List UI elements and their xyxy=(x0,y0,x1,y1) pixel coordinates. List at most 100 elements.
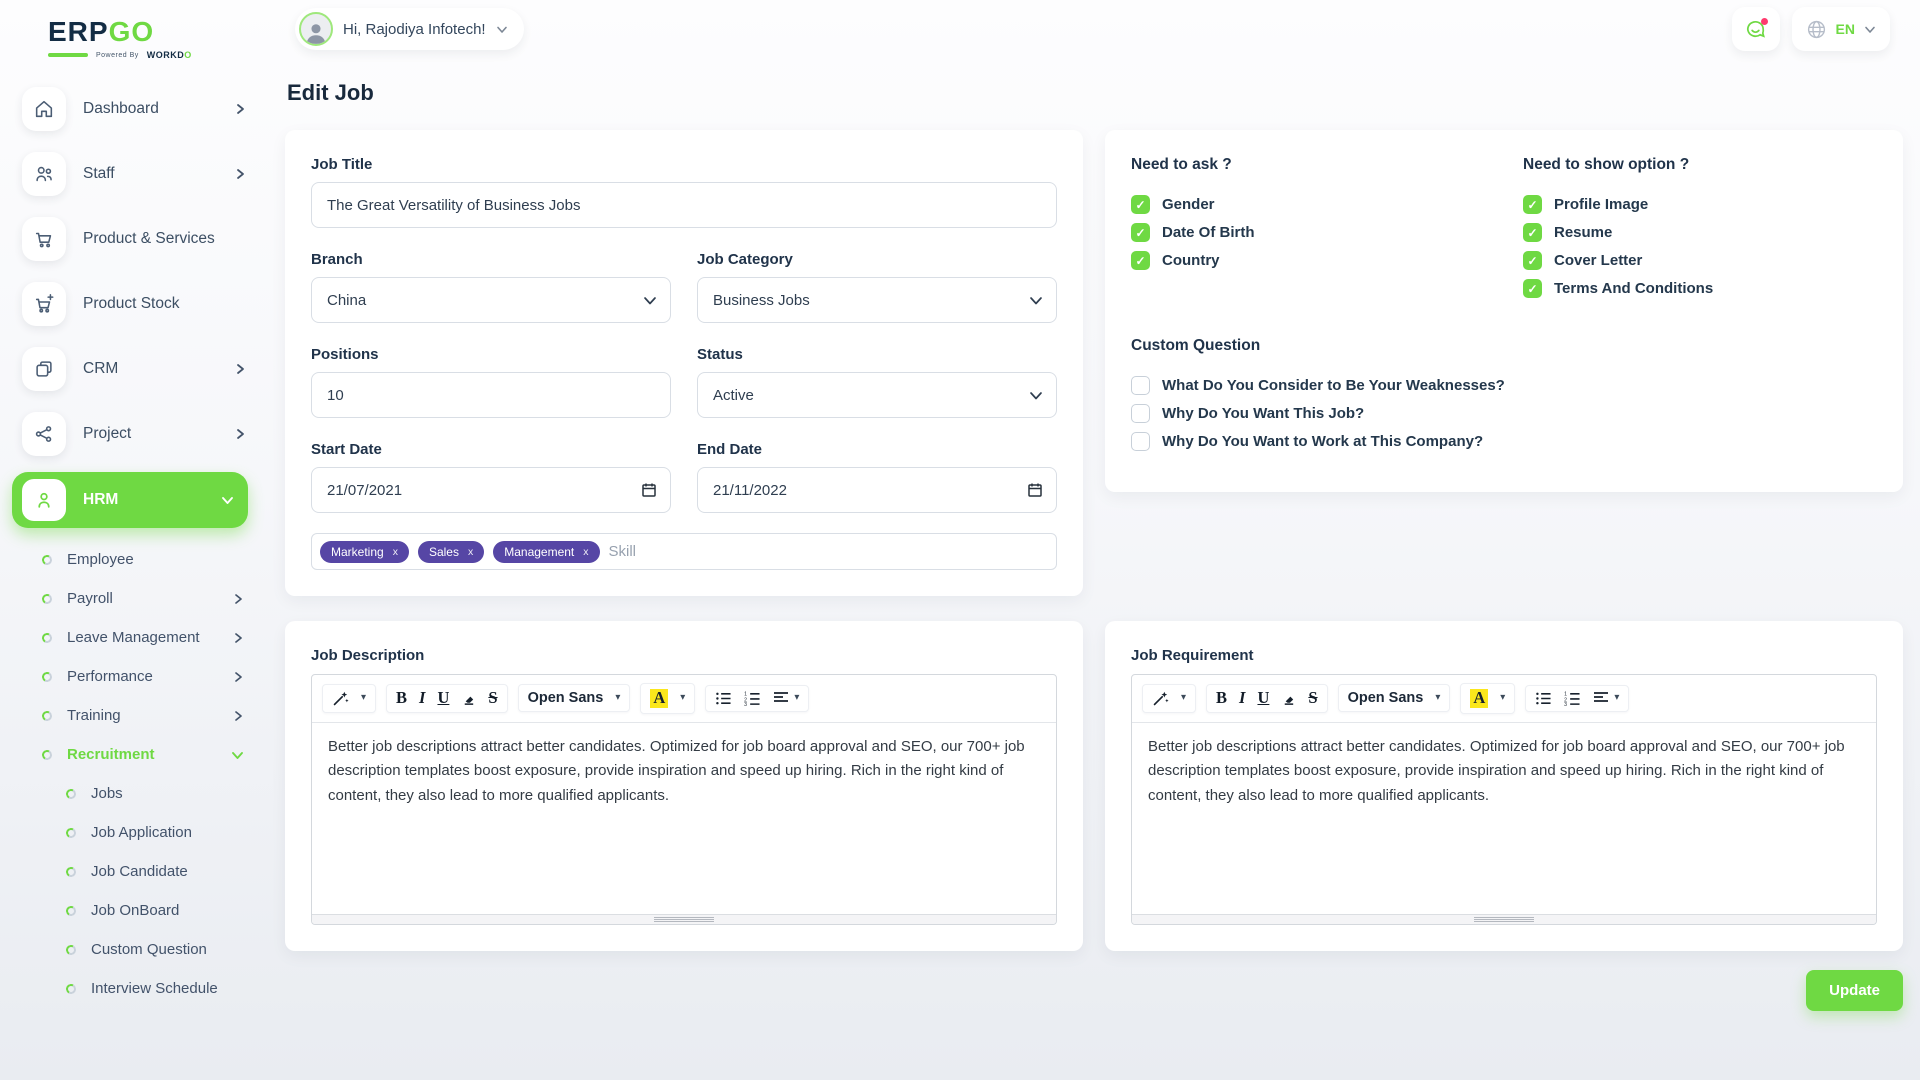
bullet-ring-icon xyxy=(40,709,54,722)
sidebar-item-product-services[interactable]: Product & Services xyxy=(0,212,262,266)
sidebar-item-product-stock[interactable]: Product Stock xyxy=(0,277,262,331)
underline-button[interactable]: U xyxy=(437,688,450,708)
remove-tag-icon[interactable]: x xyxy=(467,545,474,558)
sidebar-item-payroll[interactable]: Payroll xyxy=(0,579,262,618)
sidebar-menu: Dashboard Staff Product & Services Produ… xyxy=(0,78,262,1008)
magic-style-dropdown[interactable]: ▾ xyxy=(1142,683,1197,713)
dropdown-caret-icon: ▾ xyxy=(1181,692,1187,704)
align-left-icon xyxy=(774,692,789,703)
italic-button[interactable]: I xyxy=(1239,688,1246,708)
page-title: Edit Job xyxy=(287,80,374,105)
editor-resize-bar[interactable] xyxy=(312,913,1056,924)
checkbox-cover-letter[interactable]: ✓ Cover Letter xyxy=(1523,251,1877,270)
svg-text:3: 3 xyxy=(744,702,747,706)
sidebar-item-job-application[interactable]: Job Application xyxy=(0,813,262,852)
align-left-icon xyxy=(1594,692,1609,703)
end-date-input[interactable]: 21/11/2022 xyxy=(697,467,1057,513)
sidebar-item-jobs[interactable]: Jobs xyxy=(0,774,262,813)
text-color-dropdown[interactable]: A ▾ xyxy=(1460,683,1516,714)
update-button[interactable]: Update xyxy=(1806,969,1903,1011)
unordered-list-button[interactable] xyxy=(1535,691,1552,706)
sidebar-item-staff[interactable]: Staff xyxy=(0,147,262,201)
sidebar-item-project[interactable]: Project xyxy=(0,407,262,461)
sidebar-item-leave-management[interactable]: Leave Management xyxy=(0,618,262,657)
text-color-dropdown[interactable]: A ▾ xyxy=(640,683,696,714)
checkbox-terms-and-conditions[interactable]: ✓ Terms And Conditions xyxy=(1523,279,1877,298)
bold-button[interactable]: B xyxy=(1216,688,1228,708)
job-description-content[interactable]: Better job descriptions attract better c… xyxy=(328,737,1025,804)
checkbox-custom-question-3[interactable]: Why Do You Want to Work at This Company? xyxy=(1131,432,1877,451)
sidebar-item-hrm[interactable]: HRM xyxy=(12,472,248,528)
italic-button[interactable]: I xyxy=(419,688,426,708)
font-family-dropdown[interactable]: Open Sans ▾ xyxy=(1337,684,1451,713)
bold-button[interactable]: B xyxy=(396,688,408,708)
chevron-down-icon xyxy=(231,749,244,761)
remove-tag-icon[interactable]: x xyxy=(583,545,589,558)
chevron-right-icon xyxy=(234,363,246,375)
checkbox-resume[interactable]: ✓ Resume xyxy=(1523,223,1877,242)
language-selector[interactable]: EN xyxy=(1791,7,1890,51)
checkbox-icon: ✓ xyxy=(1523,279,1542,298)
checkbox-date-of-birth[interactable]: ✓ Date Of Birth xyxy=(1131,223,1523,242)
ordered-list-button[interactable]: 123 xyxy=(744,691,761,706)
paragraph-align-dropdown[interactable]: ▾ xyxy=(1593,691,1619,705)
sidebar-item-crm[interactable]: CRM xyxy=(0,342,262,396)
highlight-color-button[interactable]: A xyxy=(1470,688,1489,708)
home-icon xyxy=(22,87,66,131)
job-category-select[interactable]: Business Jobs xyxy=(697,277,1057,323)
job-description-label: Job Description xyxy=(311,647,425,664)
font-family-dropdown[interactable]: Open Sans ▾ xyxy=(517,684,631,713)
checkbox-custom-question-1[interactable]: What Do You Consider to Be Your Weakness… xyxy=(1131,376,1877,395)
chevron-down-icon xyxy=(643,294,657,306)
bullet-ring-icon xyxy=(40,553,54,566)
job-requirement-content[interactable]: Better job descriptions attract better c… xyxy=(1148,737,1845,804)
sidebar-item-interview-schedule[interactable]: Interview Schedule xyxy=(0,969,262,1008)
sidebar-item-job-candidate[interactable]: Job Candidate xyxy=(0,852,262,891)
chevron-down-icon xyxy=(221,494,234,506)
sidebar-item-job-onboard[interactable]: Job OnBoard xyxy=(0,891,262,930)
sidebar-item-performance[interactable]: Performance xyxy=(0,657,262,696)
magic-style-dropdown[interactable]: ▾ xyxy=(322,683,377,713)
need-to-ask-title: Need to ask ? xyxy=(1131,156,1232,173)
highlight-color-button[interactable]: A xyxy=(650,688,669,708)
job-title-input[interactable] xyxy=(311,182,1057,228)
skill-tags-input[interactable]: Marketing x Sales x Management x xyxy=(311,533,1057,570)
positions-input[interactable] xyxy=(311,372,671,418)
eraser-button[interactable] xyxy=(1281,691,1296,706)
sidebar-item-training[interactable]: Training xyxy=(0,696,262,735)
checkbox-profile-image[interactable]: ✓ Profile Image xyxy=(1523,195,1877,214)
start-date-input[interactable]: 21/07/2021 xyxy=(311,467,671,513)
unordered-list-button[interactable] xyxy=(715,691,732,706)
skill-tag: Marketing x xyxy=(320,540,409,563)
messenger-button[interactable] xyxy=(1731,7,1780,51)
sidebar-item-dashboard[interactable]: Dashboard xyxy=(0,82,262,136)
sidebar-item-recruitment[interactable]: Recruitment xyxy=(0,735,262,774)
dropdown-caret-icon: ▾ xyxy=(361,692,367,704)
paragraph-align-dropdown[interactable]: ▾ xyxy=(773,691,799,705)
checkbox-custom-question-2[interactable]: Why Do You Want This Job? xyxy=(1131,404,1877,423)
powered-brand-text: WORKDO xyxy=(146,50,192,60)
branch-label: Branch xyxy=(311,251,363,268)
strikethrough-button[interactable]: S xyxy=(1308,688,1318,708)
user-menu[interactable]: Hi, Rajodiya Infotech! xyxy=(295,8,524,50)
checkbox-gender[interactable]: ✓ Gender xyxy=(1131,195,1523,214)
job-requirement-card: Job Requirement ▾ B I U S Open xyxy=(1105,621,1903,951)
editor-resize-bar[interactable] xyxy=(1132,913,1876,924)
brand-logo[interactable]: ERPGO Powered By WORKDO xyxy=(0,8,262,78)
strikethrough-button[interactable]: S xyxy=(488,688,498,708)
status-select[interactable]: Active xyxy=(697,372,1057,418)
bullet-ring-icon xyxy=(40,670,54,683)
skill-input[interactable] xyxy=(608,543,1048,560)
branch-select[interactable]: China xyxy=(311,277,671,323)
checkbox-icon: ✓ xyxy=(1523,195,1542,214)
checkbox-country[interactable]: ✓ Country xyxy=(1131,251,1523,270)
bullet-ring-icon xyxy=(40,631,54,644)
sidebar-item-custom-question[interactable]: Custom Question xyxy=(0,930,262,969)
powered-by-text: Powered By xyxy=(96,51,139,59)
remove-tag-icon[interactable]: x xyxy=(392,545,398,558)
eraser-button[interactable] xyxy=(461,691,476,706)
resize-handle-icon xyxy=(1474,916,1534,918)
underline-button[interactable]: U xyxy=(1257,688,1270,708)
ordered-list-button[interactable]: 123 xyxy=(1564,691,1581,706)
sidebar-item-employee[interactable]: Employee xyxy=(0,540,262,579)
